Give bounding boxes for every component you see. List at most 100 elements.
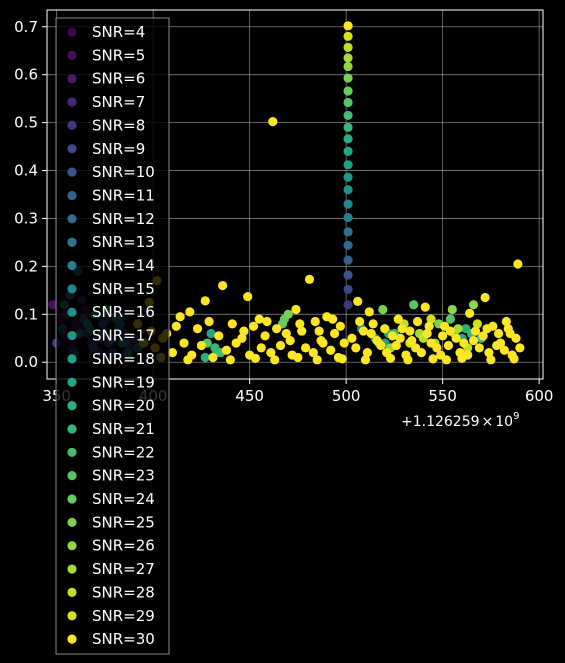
data-point [214,331,224,341]
legend-marker [67,167,77,177]
legend-entry: SNR=21 [67,420,155,438]
legend-marker [67,214,77,224]
data-point [416,348,427,358]
data-point [484,348,494,358]
data-point [509,354,519,364]
legend-label: SNR=10 [92,163,155,181]
data-point [343,42,353,52]
legend-entry: SNR=24 [67,490,155,508]
legend-label: SNR=12 [92,210,155,228]
legend-marker [67,260,77,271]
legend-entry: SNR=19 [67,373,155,391]
legend-marker [67,237,77,247]
data-point [378,304,388,315]
data-point [395,333,405,343]
data-point [343,227,353,237]
data-point [231,338,241,348]
legend-marker [67,144,77,154]
data-point [385,353,396,363]
data-point [372,336,382,346]
data-point [441,355,452,365]
data-point [314,326,324,336]
data-point [281,328,291,339]
data-point [208,352,218,363]
data-point [285,336,295,346]
data-point [268,117,278,127]
data-point [266,348,276,358]
data-point [293,352,303,363]
legend-marker [67,97,77,107]
legend-label: SNR=21 [92,420,155,438]
data-point [474,343,484,353]
data-point [343,240,353,250]
data-point [239,326,249,336]
data-point [482,324,492,334]
legend-entry: SNR=30 [67,630,155,648]
data-point [183,355,193,365]
data-point [206,328,216,339]
legend-label: SNR=29 [92,607,155,625]
x-tick-label: 450 [235,387,264,405]
data-point [445,326,455,336]
data-point [470,326,481,336]
legend-entry: SNR=4 [67,23,145,41]
legend-label: SNR=15 [92,280,155,298]
legend-entry: SNR=25 [67,513,155,531]
legend-marker [67,50,77,60]
data-point [492,340,502,351]
legend-entry: SNR=26 [67,537,155,555]
legend-entry: SNR=11 [67,186,155,204]
legend-marker [67,401,77,411]
data-point [459,338,469,348]
legend-entry: SNR=28 [67,583,155,601]
data-point [511,333,521,343]
data-point [412,316,423,327]
legend-entry: SNR=8 [67,116,145,134]
legend-entry: SNR=6 [67,70,145,88]
y-tick-label: 0.2 [14,257,38,275]
data-point [343,270,353,280]
data-point [480,292,490,303]
data-point [272,324,282,334]
legend-entry: SNR=29 [67,607,155,625]
x-tick-label: 500 [332,387,361,405]
data-point [343,53,353,63]
data-point [403,355,413,365]
legend-marker [67,377,77,387]
data-point [343,185,353,195]
legend-marker [67,471,77,481]
legend-label: SNR=14 [92,257,155,275]
legend-label: SNR=17 [92,327,155,345]
data-point [478,331,488,341]
data-point [343,255,353,265]
legend-label: SNR=11 [92,186,155,204]
legend-label: SNR=27 [92,560,155,578]
legend-label: SNR=18 [92,350,155,368]
data-point [364,307,374,317]
data-point [468,300,479,310]
data-point [248,321,259,331]
data-point [362,348,372,358]
data-point [465,308,475,318]
data-point [175,312,185,322]
data-point [270,355,280,365]
legend-label: SNR=22 [92,443,155,461]
legend-label: SNR=16 [92,303,155,321]
data-point [343,21,353,31]
legend-label: SNR=19 [92,373,155,391]
data-point [513,259,523,269]
data-point [447,304,457,315]
legend-marker [67,27,77,37]
data-point [301,343,311,353]
legend-marker [67,494,77,504]
data-point [343,31,353,41]
legend-entry: SNR=12 [67,210,155,228]
data-point [486,355,496,365]
legend-entry: SNR=15 [67,280,155,298]
legend-entry: SNR=20 [67,397,155,415]
legend-label: SNR=25 [92,513,155,531]
legend-entry: SNR=17 [67,327,155,345]
data-point [343,134,353,144]
data-point [426,338,436,348]
